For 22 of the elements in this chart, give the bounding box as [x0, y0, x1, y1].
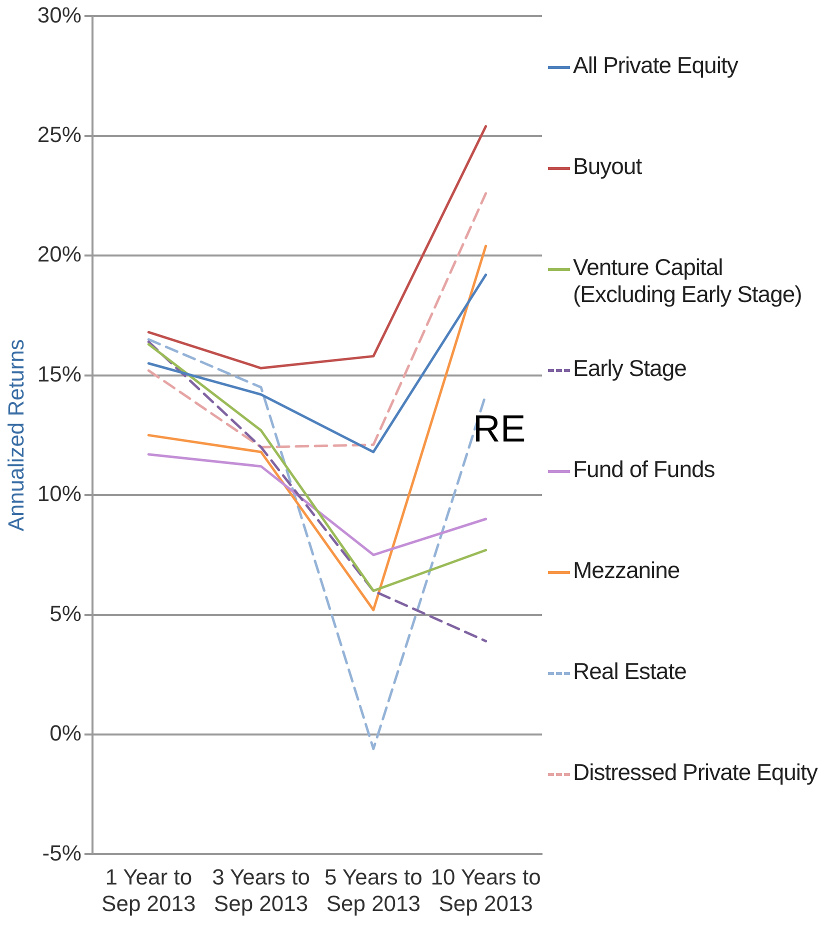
legend-label: Fund of Funds: [573, 456, 715, 483]
legend-label: Early Stage: [573, 355, 686, 382]
y-tick-label: -5%: [42, 840, 82, 866]
annotation: RE: [472, 408, 526, 450]
y-tick-label: 15%: [37, 361, 82, 386]
y-tick-label: 25%: [37, 122, 82, 147]
x-tick-label: 1 Year to Sep 2013: [102, 864, 196, 916]
x-tick-label: 5 Years to Sep 2013: [324, 864, 422, 916]
legend-label: Real Estate: [573, 658, 686, 685]
y-tick-label: 0%: [50, 720, 82, 746]
legend-label: All Private Equity: [573, 52, 738, 79]
x-tick-label: 10 Years to Sep 2013: [430, 864, 541, 916]
y-axis-title: Annualized Returns: [3, 339, 28, 532]
y-tick-label: 5%: [50, 600, 82, 626]
legend-label: Buyout: [573, 153, 642, 180]
x-tick-label: 3 Years to Sep 2013: [212, 864, 310, 916]
legend-label: Distressed Private Equity: [573, 759, 818, 786]
y-tick-label: 10%: [37, 481, 82, 506]
legend-label: Mezzanine: [573, 557, 680, 584]
y-tick-label: 30%: [37, 2, 82, 28]
legend-label: Venture Capital (Excluding Early Stage): [573, 254, 803, 308]
y-tick-label: 20%: [37, 242, 82, 267]
